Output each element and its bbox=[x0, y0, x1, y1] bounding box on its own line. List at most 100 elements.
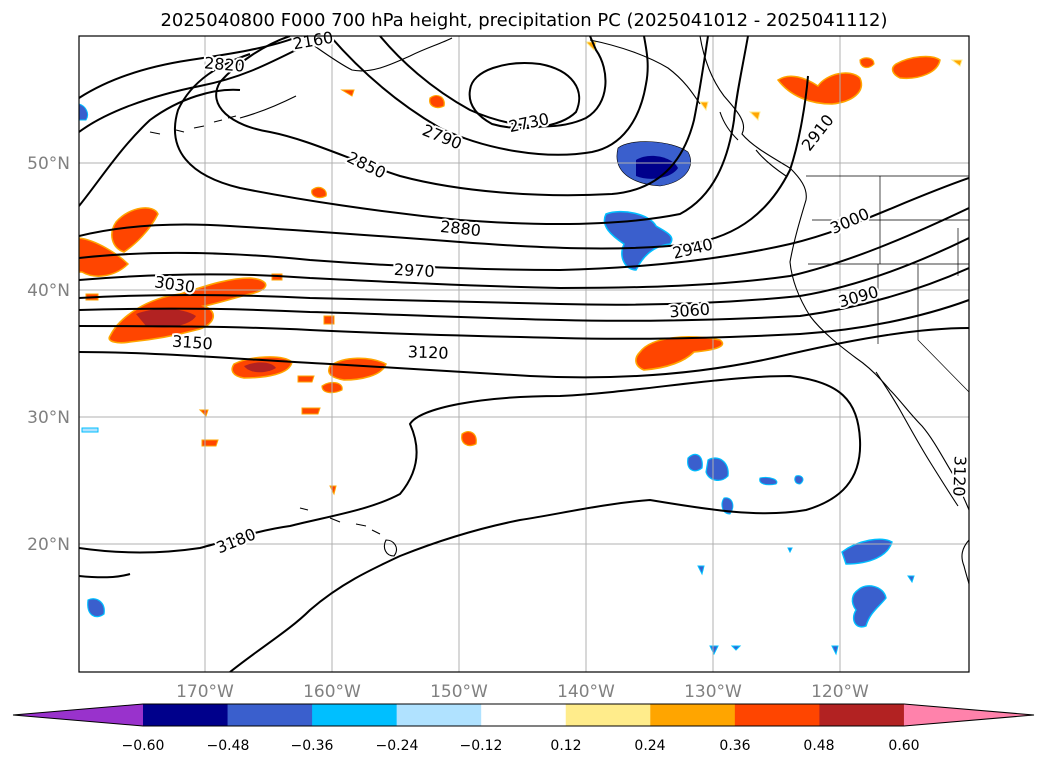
lat-tick-label: 30°N bbox=[27, 408, 70, 428]
lon-tick-label: 140°W bbox=[557, 682, 615, 702]
colorbar-swatch bbox=[819, 704, 905, 726]
height-contour bbox=[79, 327, 969, 379]
precip-patch bbox=[759, 475, 804, 486]
height-contour bbox=[215, 36, 709, 197]
colorbar-tick-label: 0.60 bbox=[888, 738, 919, 754]
precip-patch bbox=[79, 237, 130, 277]
colorbar-tick-labels: −0.60 −0.48 −0.36 −0.24 −0.12 0.12 0.24 … bbox=[122, 738, 920, 754]
precip-patch bbox=[461, 431, 477, 447]
colorbar-tick-label: −0.12 bbox=[460, 738, 503, 754]
height-contour bbox=[79, 75, 809, 250]
map-panel: 2160 2820 2730 2790 2850 2880 2910 2940 … bbox=[78, 26, 972, 673]
lat-tick-label: 20°N bbox=[27, 535, 70, 555]
precip-patch bbox=[429, 94, 445, 109]
colorbar-tick-label: 0.12 bbox=[550, 738, 581, 754]
height-contour bbox=[379, 36, 607, 128]
precip-patch bbox=[859, 57, 875, 69]
lon-tick-label: 150°W bbox=[430, 682, 488, 702]
height-contour bbox=[79, 207, 969, 290]
height-contour bbox=[329, 36, 649, 156]
islands-aleutian bbox=[149, 115, 237, 135]
colorbar-tick-label: −0.60 bbox=[122, 738, 165, 754]
height-contour bbox=[79, 47, 301, 133]
coastline-alaska bbox=[239, 36, 453, 119]
colorbar-swatch bbox=[143, 704, 229, 726]
precip-patch bbox=[635, 336, 724, 371]
colorbar-swatch bbox=[481, 704, 567, 726]
precip-patch bbox=[584, 41, 963, 121]
lon-tick-label: 160°W bbox=[303, 682, 361, 702]
height-contour bbox=[79, 573, 131, 579]
contour-label: 3120 bbox=[949, 456, 969, 497]
precip-patch bbox=[603, 210, 673, 271]
height-contour bbox=[79, 88, 241, 207]
figure-title: 2025040800 F000 700 hPa height, precipit… bbox=[160, 10, 887, 31]
height-contour bbox=[173, 36, 749, 225]
precip-patch bbox=[687, 453, 729, 481]
lat-tick-label: 40°N bbox=[27, 281, 70, 301]
colorbar-outline bbox=[12, 703, 1035, 727]
precip-patch bbox=[81, 427, 99, 433]
colorbar-swatches bbox=[12, 703, 1035, 727]
coastlines bbox=[149, 36, 969, 585]
lon-tick-label: 120°W bbox=[811, 682, 869, 702]
colorbar: −0.60 −0.48 −0.36 −0.24 −0.12 0.12 0.24 … bbox=[12, 703, 1035, 754]
height-contour bbox=[79, 177, 969, 272]
precip-patch bbox=[244, 362, 276, 373]
precip-patch bbox=[311, 186, 327, 199]
colorbar-tick-label: −0.36 bbox=[291, 738, 334, 754]
precip-patch bbox=[851, 585, 887, 628]
lat-axis: 50°N 40°N 30°N 20°N bbox=[27, 154, 70, 555]
lat-tick-label: 50°N bbox=[27, 154, 70, 174]
coastline-mexico bbox=[961, 539, 969, 585]
height-contour bbox=[468, 62, 581, 129]
lon-axis: 170°W 160°W 150°W 140°W 130°W 120°W bbox=[176, 682, 869, 702]
contour-label: 2970 bbox=[393, 260, 435, 281]
colorbar-tick-label: −0.48 bbox=[207, 738, 250, 754]
colorbar-tick-label: 0.36 bbox=[719, 738, 750, 754]
colorbar-swatch bbox=[312, 704, 398, 726]
height-contour bbox=[79, 374, 862, 672]
coastline-baja bbox=[875, 371, 959, 507]
colorbar-swatch bbox=[734, 704, 820, 726]
colorbar-tick-label: 0.48 bbox=[803, 738, 834, 754]
contour-label: 3060 bbox=[669, 300, 711, 322]
precip-patch bbox=[328, 357, 387, 381]
islands-hawaii bbox=[299, 507, 397, 557]
graticule bbox=[79, 36, 969, 672]
lon-tick-label: 130°W bbox=[684, 682, 742, 702]
height-contour bbox=[79, 36, 301, 99]
height-contour bbox=[79, 267, 969, 322]
precip-patch bbox=[841, 538, 893, 565]
precip-patch bbox=[111, 207, 159, 253]
colorbar-swatch bbox=[565, 704, 651, 726]
political-boundaries bbox=[806, 175, 969, 393]
precip-patch bbox=[697, 547, 915, 656]
precip-patch bbox=[891, 55, 941, 80]
contour-label: 2820 bbox=[203, 53, 245, 75]
colorbar-swatch bbox=[650, 704, 736, 726]
colorbar-tick-label: 0.24 bbox=[634, 738, 665, 754]
height-contour bbox=[79, 237, 969, 306]
precip-patch bbox=[85, 89, 355, 496]
height-contours bbox=[79, 36, 969, 672]
colorbar-tick-label: −0.24 bbox=[376, 738, 419, 754]
map-frame bbox=[78, 35, 970, 673]
precip-patch bbox=[79, 103, 89, 121]
contour-label: 3150 bbox=[171, 332, 213, 354]
lon-tick-label: 170°W bbox=[176, 682, 234, 702]
colorbar-swatch bbox=[396, 704, 482, 726]
coastline-bc bbox=[589, 39, 787, 177]
precip-patch bbox=[136, 308, 196, 328]
colorbar-extend-max bbox=[903, 704, 1034, 726]
precip-patch bbox=[87, 598, 105, 618]
border-state bbox=[808, 176, 969, 393]
precip-patch bbox=[636, 155, 678, 179]
colorbar-extend-min bbox=[13, 704, 143, 726]
colorbar-swatch bbox=[227, 704, 313, 726]
map-background bbox=[79, 36, 969, 672]
contour-label: 3120 bbox=[408, 342, 449, 362]
height-contour bbox=[79, 299, 969, 340]
coastline-north-america bbox=[699, 36, 969, 511]
